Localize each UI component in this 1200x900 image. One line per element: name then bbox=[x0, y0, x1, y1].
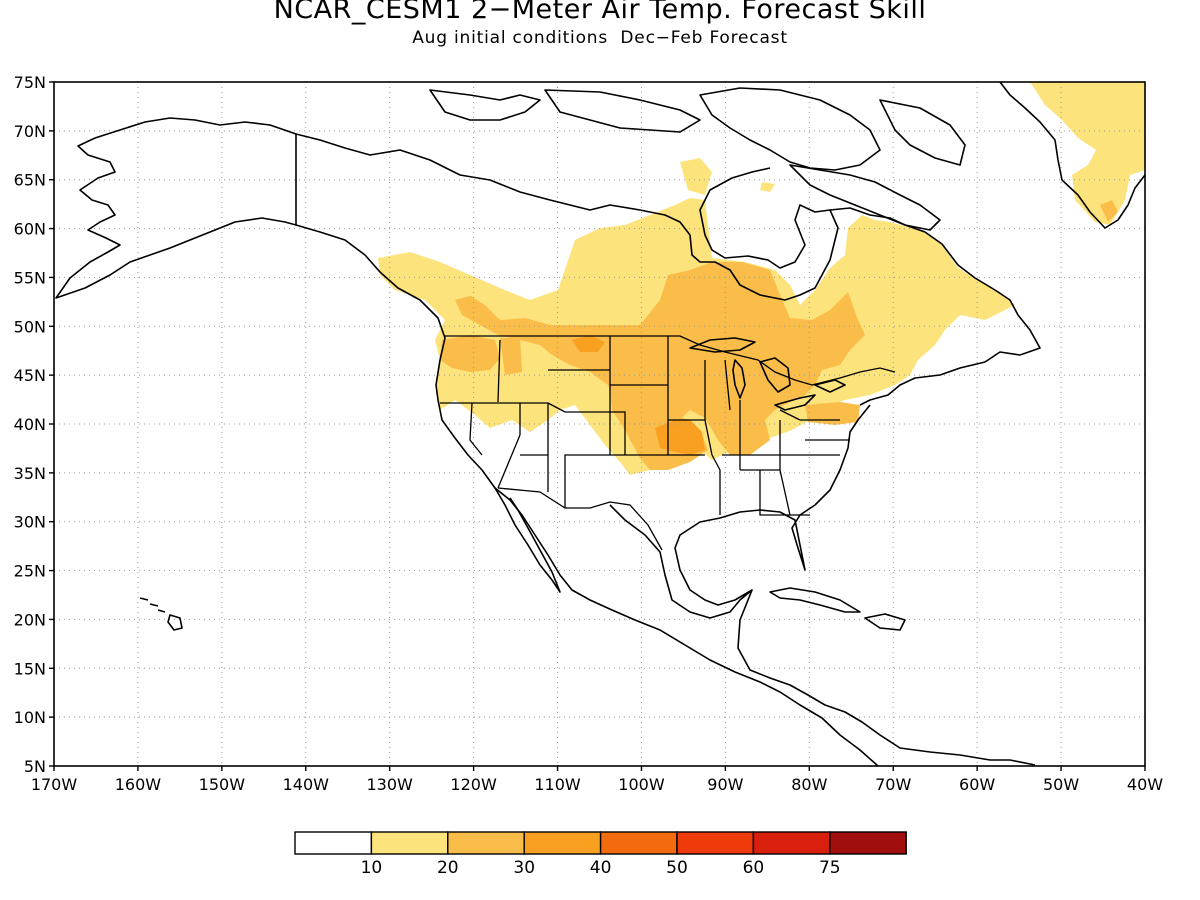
lat-tick-label: 65N bbox=[14, 171, 46, 190]
hispaniola-coast bbox=[864, 613, 906, 631]
lon-tick-label: 90W bbox=[707, 775, 743, 794]
lat-tick-label: 75N bbox=[14, 73, 46, 92]
lon-tick-label: 150W bbox=[199, 775, 246, 794]
colorbar-label: 20 bbox=[437, 858, 459, 878]
lat-tick-label: 40N bbox=[14, 415, 46, 434]
hawaii-big bbox=[167, 614, 183, 631]
arctic-island-2 bbox=[544, 89, 701, 133]
shade-pnw-20 bbox=[440, 335, 500, 372]
lat-tick-label: 20N bbox=[14, 610, 46, 629]
colorbar-swatch bbox=[676, 831, 755, 855]
cuba-coast bbox=[769, 587, 861, 613]
shade-baffin-10 bbox=[760, 182, 775, 192]
state-lines-east bbox=[704, 359, 850, 516]
lat-tick-label: 70N bbox=[14, 122, 46, 141]
canada-north-coast bbox=[295, 133, 839, 301]
shade-nd-30 bbox=[572, 335, 605, 352]
lake-michigan bbox=[732, 359, 746, 399]
lon-tick-label: 100W bbox=[618, 775, 665, 794]
political-borders bbox=[440, 335, 896, 551]
central-america-east bbox=[737, 589, 1036, 766]
lat-tick-label: 5N bbox=[24, 757, 46, 776]
lon-tick-label: 140W bbox=[283, 775, 330, 794]
alaska-coast bbox=[55, 117, 297, 299]
lat-tick-label: 10N bbox=[14, 708, 46, 727]
shade-idaho-20 bbox=[500, 338, 522, 375]
shade-pa-20 bbox=[805, 402, 860, 425]
us-mexico-border bbox=[497, 487, 663, 551]
pacific-coast bbox=[295, 224, 879, 766]
lat-tick-label: 15N bbox=[14, 659, 46, 678]
colorbar-label: 50 bbox=[666, 858, 688, 878]
lake-erie bbox=[774, 394, 816, 411]
colorbar-label: 30 bbox=[513, 858, 535, 878]
colorbar-label: 60 bbox=[743, 858, 765, 878]
lon-tick-label: 60W bbox=[959, 775, 995, 794]
lon-tick-label: 130W bbox=[367, 775, 414, 794]
colorbar: 10 20 30 40 50 60 75 bbox=[294, 831, 907, 878]
land-outline bbox=[55, 82, 1145, 766]
hawaii-small bbox=[139, 597, 166, 613]
lon-tick-label: 120W bbox=[450, 775, 497, 794]
colorbar-swatch bbox=[370, 831, 449, 855]
arctic-island-4 bbox=[879, 99, 966, 166]
graticule bbox=[54, 82, 1145, 766]
colorbar-swatch bbox=[829, 831, 907, 855]
colorbar-label: 10 bbox=[361, 858, 383, 878]
lon-tick-label: 110W bbox=[534, 775, 581, 794]
greenland-coast bbox=[999, 82, 1145, 229]
lat-tick-label: 60N bbox=[14, 220, 46, 239]
colorbar-swatch bbox=[447, 831, 525, 855]
colorbar-label: 40 bbox=[590, 858, 612, 878]
lon-tick-label: 80W bbox=[791, 775, 827, 794]
lake-huron bbox=[759, 357, 791, 393]
lat-tick-label: 45N bbox=[14, 366, 46, 385]
colorbar-swatch bbox=[523, 831, 602, 855]
arctic-island-1 bbox=[429, 89, 541, 121]
shade-greenland-20 bbox=[1100, 200, 1118, 222]
lat-tick-label: 25N bbox=[14, 562, 46, 581]
arctic-island-3 bbox=[699, 87, 881, 171]
shade-canada-20 bbox=[455, 262, 865, 470]
gulf-coast bbox=[609, 404, 871, 619]
lat-tick-label: 55N bbox=[14, 268, 46, 287]
lon-tick-label: 160W bbox=[115, 775, 162, 794]
shade-hudson-10 bbox=[680, 158, 712, 195]
chart-title: NCAR_CESM1 2−Meter Air Temp. Forecast Sk… bbox=[273, 0, 927, 25]
lat-tick-label: 30N bbox=[14, 513, 46, 532]
lake-ontario bbox=[814, 379, 846, 393]
skill-shading bbox=[378, 82, 1145, 475]
colorbar-swatch bbox=[752, 831, 831, 855]
lon-tick-label: 70W bbox=[875, 775, 911, 794]
lat-tick-label: 35N bbox=[14, 464, 46, 483]
chart-subtitle: Aug initial conditions Dec−Feb Forecast bbox=[412, 28, 788, 48]
lat-tick-label: 50N bbox=[14, 317, 46, 336]
state-lines-west bbox=[440, 336, 713, 508]
axes: 5N 10N 15N 20N 25N 30N 35N 40N 45N 50N 55N 60N 65N 70… bbox=[14, 73, 1164, 794]
shade-greenland-10 bbox=[1030, 82, 1145, 225]
lon-tick-label: 170W bbox=[31, 775, 78, 794]
colorbar-label: 75 bbox=[819, 858, 841, 878]
lon-tick-label: 50W bbox=[1043, 775, 1079, 794]
lon-tick-label: 40W bbox=[1127, 775, 1163, 794]
us-canada-border bbox=[445, 335, 896, 386]
lake-superior bbox=[689, 337, 756, 353]
shade-alaska-20 bbox=[463, 296, 474, 308]
baja-coast bbox=[494, 487, 561, 593]
colorbar-swatch bbox=[294, 831, 373, 855]
baffin-island bbox=[789, 164, 941, 231]
colorbar-swatch bbox=[599, 831, 678, 855]
